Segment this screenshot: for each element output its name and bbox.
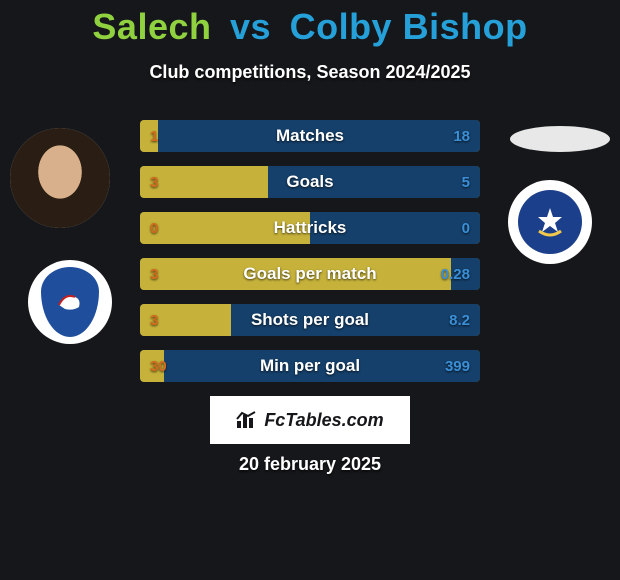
stat-label: Matches <box>140 120 480 152</box>
stat-label: Hattricks <box>140 212 480 244</box>
stat-value-right: 5 <box>462 166 470 198</box>
stat-value-left: 0 <box>150 212 158 244</box>
shield-icon <box>518 190 582 254</box>
brand-badge: FcTables.com <box>210 396 410 444</box>
stat-row: Goals3 5 <box>140 166 480 198</box>
brand-text: FcTables.com <box>264 410 383 431</box>
shield-icon <box>41 267 99 337</box>
stat-label: Min per goal <box>140 350 480 382</box>
bar-chart-icon <box>236 411 258 429</box>
subtitle: Club competitions, Season 2024/2025 <box>0 62 620 83</box>
stat-label: Goals per match <box>140 258 480 290</box>
stat-label: Goals <box>140 166 480 198</box>
stat-value-right: 0.28 <box>441 258 470 290</box>
player2-club-crest <box>508 180 592 264</box>
stat-value-right: 0 <box>462 212 470 244</box>
player1-club-crest <box>28 260 112 344</box>
stats-panel: Matches118Goals35Hattricks00Goals per ma… <box>140 120 480 396</box>
comparison-card: Salech vs Colby Bishop Club competitions… <box>0 0 620 580</box>
stat-value-right: 18 <box>453 120 470 152</box>
stat-value-right: 399 <box>445 350 470 382</box>
stat-row: Min per goal30 399 <box>140 350 480 382</box>
title-vs: vs <box>230 6 271 47</box>
player1-photo <box>10 128 110 228</box>
stat-row: Hattricks0 0 <box>140 212 480 244</box>
page-title: Salech vs Colby Bishop <box>0 0 620 48</box>
stat-value-left: 30 <box>150 350 167 382</box>
stat-value-right: 8.2 <box>449 304 470 336</box>
stat-row: Matches1 18 <box>140 120 480 152</box>
stat-row: Shots per goal3 8.2 <box>140 304 480 336</box>
stat-value-left: 1 <box>150 120 158 152</box>
stat-value-left: 3 <box>150 166 158 198</box>
stat-label: Shots per goal <box>140 304 480 336</box>
stat-row: Goals per match3 0.28 <box>140 258 480 290</box>
star-moon-icon <box>533 205 567 239</box>
title-player1: Salech <box>92 6 211 47</box>
stat-value-left: 3 <box>150 258 158 290</box>
face-icon <box>10 128 110 228</box>
player2-photo <box>510 126 610 152</box>
date-text: 20 february 2025 <box>0 454 620 475</box>
stat-value-left: 3 <box>150 304 158 336</box>
bird-icon <box>55 287 85 317</box>
title-player2: Colby Bishop <box>290 6 528 47</box>
